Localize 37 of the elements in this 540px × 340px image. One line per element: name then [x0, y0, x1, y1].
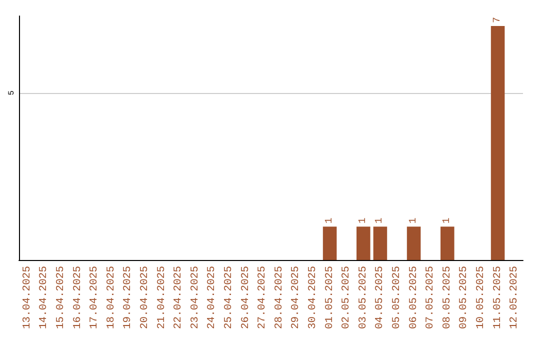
x-tick-label: 21.04.2025 — [156, 266, 168, 330]
x-tick-label: 10.05.2025 — [475, 266, 487, 330]
x-tick-label: 20.04.2025 — [139, 266, 151, 330]
data-label: 7 — [492, 17, 504, 24]
x-tick-label: 18.04.2025 — [105, 266, 118, 330]
x-tick-label: 19.04.2025 — [122, 266, 134, 330]
x-tick-label: 12.05.2025 — [508, 266, 521, 330]
data-label: 1 — [324, 218, 336, 224]
x-tick-label: 22.04.2025 — [172, 266, 185, 330]
x-tick-label: 08.05.2025 — [441, 266, 454, 330]
x-tick-label: 29.04.2025 — [290, 266, 302, 330]
x-tick-label: 24.04.2025 — [206, 266, 218, 330]
x-tick-label: 03.05.2025 — [357, 266, 370, 330]
x-tick-label: 14.04.2025 — [38, 266, 50, 330]
x-tick-label: 05.05.2025 — [391, 266, 403, 330]
x-tick-label: 23.04.2025 — [189, 266, 202, 330]
x-tick-label: 25.04.2025 — [223, 266, 235, 330]
x-tick-label: 28.04.2025 — [273, 266, 286, 330]
y-tick-label: 5 — [8, 90, 16, 96]
x-tick-label: 15.04.2025 — [55, 266, 67, 330]
x-tick-label: 07.05.2025 — [424, 266, 437, 330]
x-tick-label: 13.04.2025 — [21, 266, 34, 330]
x-tick-label: 04.05.2025 — [374, 266, 386, 330]
data-label: 1 — [374, 218, 386, 224]
data-label: 1 — [358, 218, 369, 224]
x-tick-label: 30.04.2025 — [307, 266, 319, 330]
x-tick-label: 06.05.2025 — [408, 266, 420, 330]
x-tick-label: 27.04.2025 — [256, 266, 269, 330]
x-tick-label: 16.04.2025 — [72, 266, 84, 330]
data-label: 1 — [442, 218, 453, 224]
x-tick-label: 01.05.2025 — [324, 266, 336, 330]
x-tick-label: 11.05.2025 — [492, 266, 504, 330]
data-label: 1 — [408, 218, 420, 224]
x-tick-label: 02.05.2025 — [340, 266, 353, 330]
x-tick-label: 26.04.2025 — [240, 266, 252, 330]
x-tick-label: 09.05.2025 — [458, 266, 470, 330]
x-tick-label: 17.04.2025 — [88, 266, 101, 330]
